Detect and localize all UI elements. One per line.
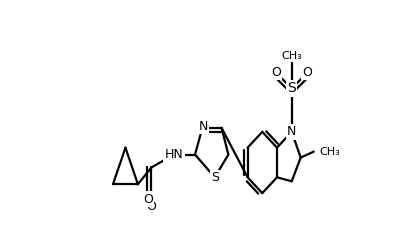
Text: O: O [146,200,156,213]
Text: CH₃: CH₃ [281,51,302,61]
Text: S: S [287,81,296,95]
Text: N: N [287,125,296,138]
Text: O: O [302,66,312,79]
Text: O: O [271,66,281,79]
Text: O: O [143,193,153,206]
Text: HN: HN [165,148,183,161]
Text: CH₃: CH₃ [319,147,340,157]
Text: N: N [199,120,208,133]
Text: S: S [211,171,219,184]
